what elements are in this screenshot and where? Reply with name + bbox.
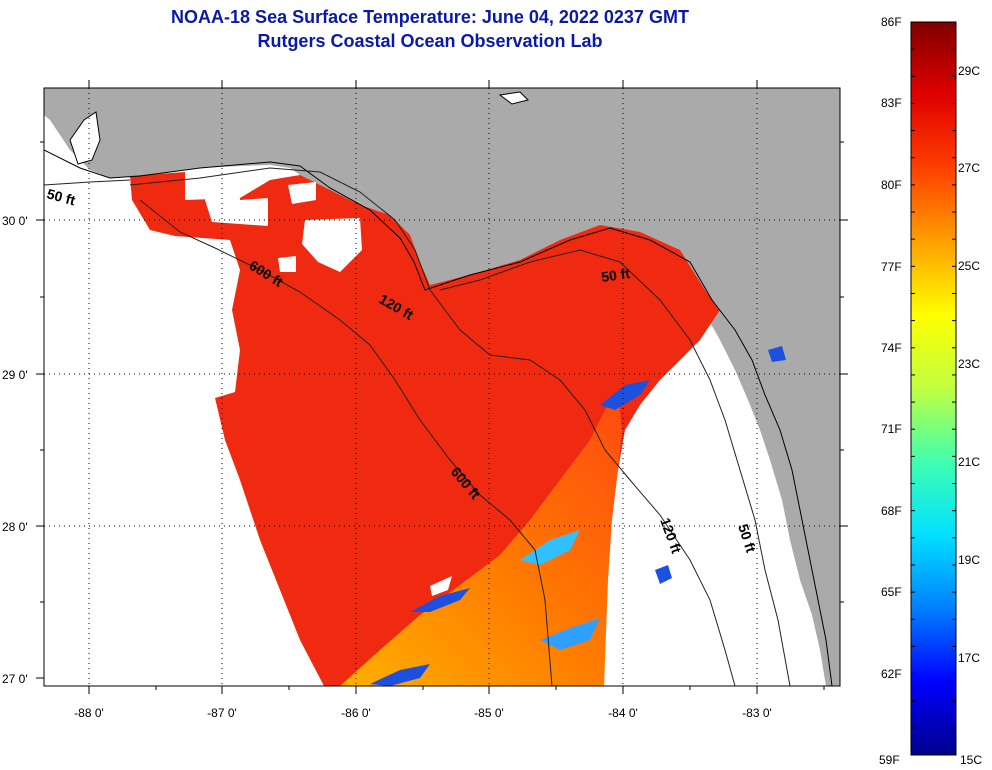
contour-600ft-line	[139, 199, 553, 686]
cb-c-19: 19C	[958, 553, 980, 567]
cb-c-29: 29C	[958, 64, 980, 78]
cb-f-80: 80F	[881, 178, 902, 192]
cb-f-65: 65F	[881, 585, 902, 599]
cloud-hole-5	[430, 576, 452, 596]
lon-label-87: -87 0'	[207, 706, 237, 720]
cb-c-21: 21C	[958, 455, 980, 469]
cb-c-15: 15C	[960, 753, 982, 767]
bay-outline	[69, 111, 101, 165]
cb-f-86: 86F	[881, 15, 902, 29]
contour-label-50ft-west: 50 ft	[45, 185, 77, 208]
island-outline	[498, 91, 529, 105]
sst-cold-streak-3	[370, 664, 430, 686]
lon-label-86: -86 0'	[341, 706, 371, 720]
lon-label-83: -83 0'	[742, 706, 772, 720]
cb-f-77: 77F	[881, 260, 902, 274]
colorbar-ticks	[911, 21, 956, 756]
coastline	[44, 149, 833, 686]
sst-swath-orange	[340, 395, 622, 686]
cb-f-59: 59F	[879, 753, 900, 767]
cloud-hole-4	[278, 256, 296, 272]
contour-label-50ft-east: 50 ft	[600, 265, 631, 285]
cb-c-17: 17C	[958, 651, 980, 665]
lat-label-27: 27 0'	[2, 672, 28, 686]
sst-cold-spot-east	[655, 565, 672, 584]
cb-f-68: 68F	[881, 504, 902, 518]
cb-f-74: 74F	[881, 341, 902, 355]
cloud-hole-1	[205, 178, 268, 226]
cb-f-62: 62F	[881, 667, 902, 681]
colorbar	[910, 21, 957, 756]
map-frame	[43, 87, 841, 687]
lon-label-84: -84 0'	[608, 706, 638, 720]
sst-cold-streak-1	[410, 588, 470, 612]
cloud-hole-2	[302, 218, 362, 272]
lon-label-88: -88 0'	[74, 706, 104, 720]
map-subtitle: Rutgers Coastal Ocean Observation Lab	[257, 31, 603, 51]
lat-label-29: 29 0'	[2, 368, 28, 382]
axis-ticks	[36, 80, 848, 694]
cb-f-83: 83F	[881, 96, 902, 110]
lat-label-30: 30 0'	[2, 214, 28, 228]
sst-cold-streak-4	[540, 618, 600, 650]
sst-cold-spot-coast	[768, 346, 786, 362]
contour-50ft-line	[44, 179, 791, 686]
cb-c-25: 25C	[958, 259, 980, 273]
sst-cold-streak-2	[600, 380, 650, 410]
cloud-hole-3	[288, 182, 316, 204]
cb-c-23: 23C	[958, 357, 980, 371]
sst-cold-streak-5	[520, 530, 580, 565]
lon-label-85: -85 0'	[474, 706, 504, 720]
lat-label-28: 28 0'	[2, 520, 28, 534]
contour-120ft-line	[129, 167, 736, 686]
cb-c-27: 27C	[958, 161, 980, 175]
map-title: NOAA-18 Sea Surface Temperature: June 04…	[171, 7, 689, 27]
cb-f-71: 71F	[881, 422, 902, 436]
